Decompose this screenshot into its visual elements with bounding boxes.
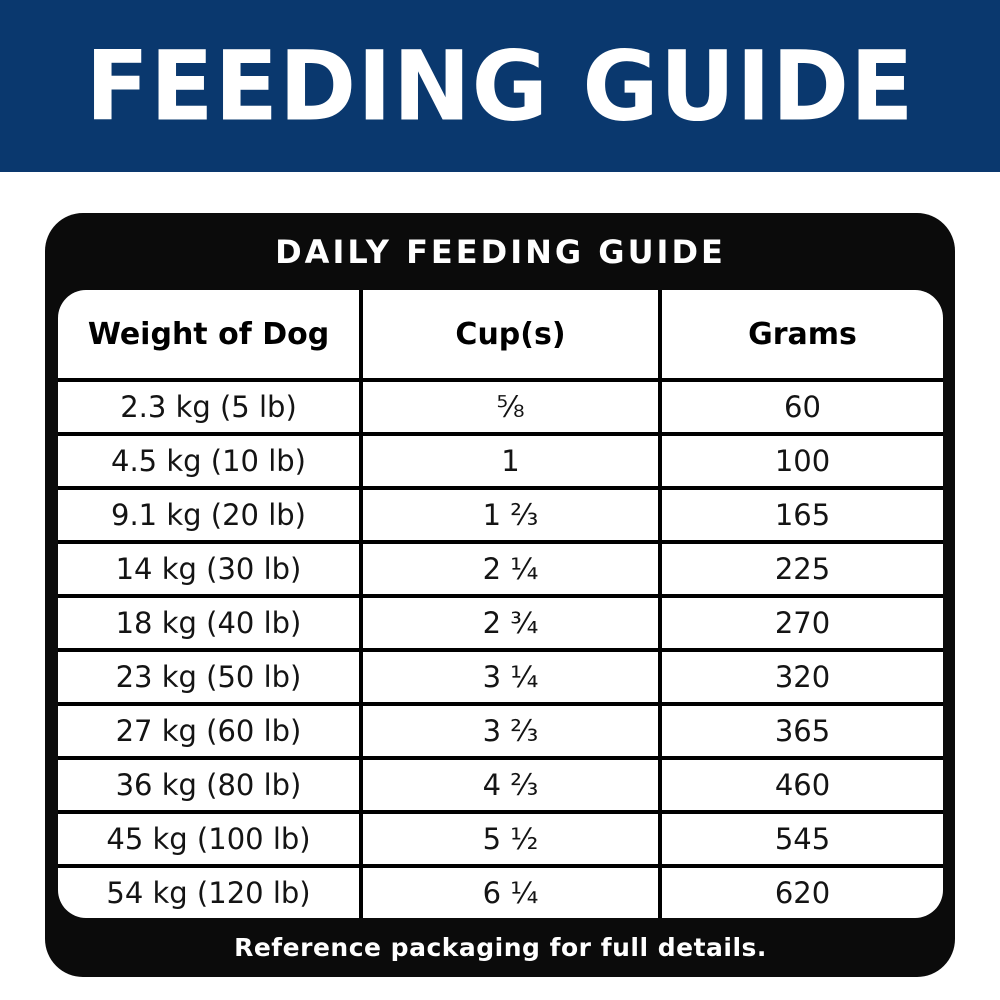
cell-weight: 14 kg (30 lb) bbox=[58, 544, 363, 594]
table-row: 45 kg (100 lb) 5 ½ 545 bbox=[58, 810, 943, 864]
cell-cups: 2 ¾ bbox=[363, 598, 662, 648]
table-row: 27 kg (60 lb) 3 ⅔ 365 bbox=[58, 702, 943, 756]
table-row: 54 kg (120 lb) 6 ¼ 620 bbox=[58, 864, 943, 918]
table-row: 9.1 kg (20 lb) 1 ⅔ 165 bbox=[58, 486, 943, 540]
cell-cups: 4 ⅔ bbox=[363, 760, 662, 810]
cell-weight: 4.5 kg (10 lb) bbox=[58, 436, 363, 486]
cell-cups: ⅝ bbox=[363, 382, 662, 432]
cell-weight: 18 kg (40 lb) bbox=[58, 598, 363, 648]
cell-grams: 100 bbox=[774, 444, 831, 478]
table-row: 36 kg (80 lb) 4 ⅔ 460 bbox=[58, 756, 943, 810]
header-weight: Weight of Dog bbox=[58, 290, 363, 378]
table-row: 14 kg (30 lb) 2 ¼ 225 bbox=[58, 540, 943, 594]
cell-cups: 2 ¼ bbox=[363, 544, 662, 594]
cell-cups: 5 ½ bbox=[363, 814, 662, 864]
cell-weight: 27 kg (60 lb) bbox=[58, 706, 363, 756]
cell-weight: 2.3 kg (5 lb) bbox=[58, 382, 363, 432]
cell-grams: 165 bbox=[774, 498, 831, 532]
header-cups: Cup(s) bbox=[363, 290, 662, 378]
table-row: 2.3 kg (5 lb) ⅝ 60 bbox=[58, 378, 943, 432]
cell-grams: 460 bbox=[774, 768, 831, 802]
banner-title: FEEDING GUIDE bbox=[85, 29, 915, 143]
cell-cups: 3 ¼ bbox=[363, 652, 662, 702]
cell-grams: 620 bbox=[774, 876, 831, 910]
cell-grams: 225 bbox=[774, 552, 831, 586]
table-row: 18 kg (40 lb) 2 ¾ 270 bbox=[58, 594, 943, 648]
cell-weight: 36 kg (80 lb) bbox=[58, 760, 363, 810]
feeding-table: Weight of Dog Cup(s) Grams 2.3 kg (5 lb)… bbox=[58, 290, 943, 918]
cell-grams: 60 bbox=[784, 390, 821, 424]
cell-weight: 9.1 kg (20 lb) bbox=[58, 490, 363, 540]
cell-grams: 365 bbox=[774, 714, 831, 748]
table-row: 23 kg (50 lb) 3 ¼ 320 bbox=[58, 648, 943, 702]
card-footer-note: Reference packaging for full details. bbox=[234, 933, 767, 962]
cell-grams: 320 bbox=[774, 660, 831, 694]
cell-weight: 54 kg (120 lb) bbox=[58, 868, 363, 918]
cell-grams: 545 bbox=[774, 822, 831, 856]
cell-weight: 23 kg (50 lb) bbox=[58, 652, 363, 702]
cell-grams: 270 bbox=[774, 606, 831, 640]
cell-cups: 1 ⅔ bbox=[363, 490, 662, 540]
cell-cups: 6 ¼ bbox=[363, 868, 662, 918]
cell-weight: 45 kg (100 lb) bbox=[58, 814, 363, 864]
cell-cups: 3 ⅔ bbox=[363, 706, 662, 756]
table-row: 4.5 kg (10 lb) 1 100 bbox=[58, 432, 943, 486]
cell-cups: 1 bbox=[363, 436, 662, 486]
header-grams: Grams bbox=[748, 316, 857, 352]
banner: FEEDING GUIDE bbox=[0, 0, 1000, 172]
card-title: DAILY FEEDING GUIDE bbox=[275, 232, 726, 271]
feeding-guide-card: DAILY FEEDING GUIDE Weight of Dog Cup(s)… bbox=[45, 213, 955, 977]
table-header-row: Weight of Dog Cup(s) Grams bbox=[58, 290, 943, 378]
